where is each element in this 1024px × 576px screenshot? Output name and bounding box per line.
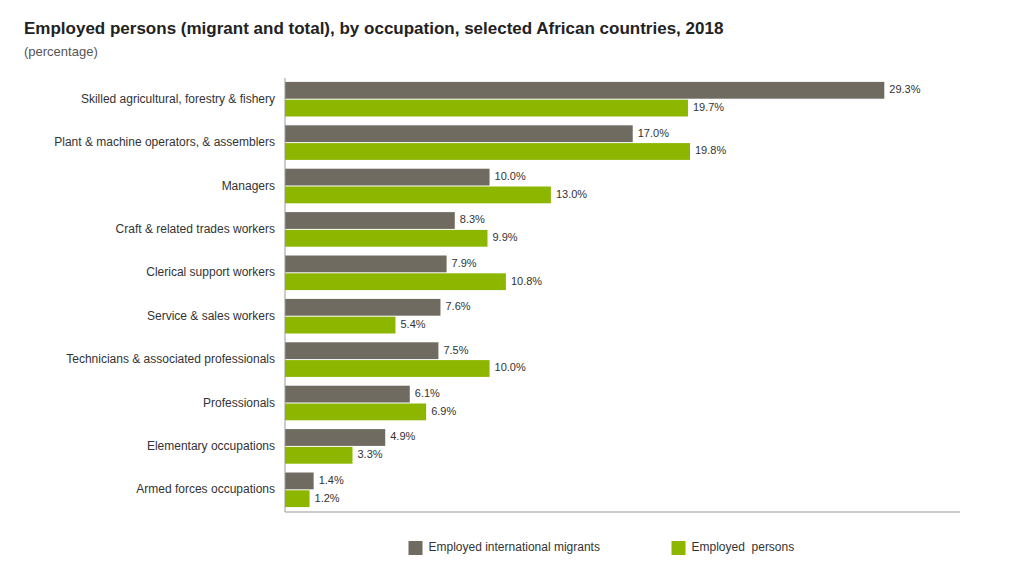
chart-svg: Employed persons (migrant and total), by… (0, 0, 1024, 576)
data-label: 4.9% (390, 430, 415, 442)
data-label: 17.0% (638, 127, 669, 139)
data-label: 10.0% (495, 361, 526, 373)
y-axis: Skilled agricultural, forestry & fishery… (54, 92, 275, 497)
chart-root: Employed persons (migrant and total), by… (0, 0, 1024, 576)
y-tick-label: Skilled agricultural, forestry & fishery (81, 92, 275, 106)
y-tick-label: Armed forces occupations (136, 482, 275, 496)
data-label: 7.5% (443, 344, 468, 356)
bar (285, 125, 633, 142)
bar (285, 386, 410, 403)
bar (285, 230, 488, 247)
bar (285, 256, 447, 273)
bar (285, 143, 690, 160)
bar (285, 360, 490, 377)
bar (285, 473, 314, 490)
y-tick-label: Service & sales workers (147, 309, 275, 323)
data-labels: 29.3% 17.0% 10.0% 8.3% 7.9% 7.6% 7.5% 6.1% 4.9% 1… (315, 83, 921, 503)
data-label: 9.9% (493, 231, 518, 243)
bar (285, 317, 395, 334)
bar (285, 447, 353, 464)
legend-swatch (409, 541, 423, 555)
y-tick-label: Technicians & associated professionals (66, 352, 275, 366)
bar (285, 212, 455, 229)
bar (285, 187, 551, 204)
y-tick-label: Elementary occupations (147, 439, 275, 453)
x-axis-line (285, 512, 960, 513)
bar (285, 429, 385, 446)
data-label: 10.0% (495, 170, 526, 182)
bar (285, 100, 688, 117)
y-tick-label: Craft & related trades workers (116, 222, 275, 236)
data-label: 5.4% (400, 318, 425, 330)
data-label: 8.3% (460, 213, 485, 225)
data-label: 7.9% (452, 257, 477, 269)
bar (285, 342, 438, 359)
data-label: 3.3% (358, 448, 383, 460)
y-tick-label: Managers (222, 179, 275, 193)
data-label: 13.0% (556, 188, 587, 200)
bar (285, 169, 490, 186)
legend-label: Employed international migrants (429, 540, 600, 554)
data-label: 6.9% (431, 405, 456, 417)
data-label: 1.2% (315, 492, 340, 504)
data-label: 10.8% (511, 275, 542, 287)
y-tick-label: Professionals (203, 396, 275, 410)
bar (285, 273, 506, 290)
title: Employed persons (migrant and total), by… (24, 19, 723, 38)
legend-swatch (672, 541, 686, 555)
data-label: 6.1% (415, 387, 440, 399)
bar (285, 490, 310, 507)
data-label: 19.8% (695, 144, 726, 156)
y-tick-label: Clerical support workers (146, 265, 275, 279)
data-label: 19.7% (693, 101, 724, 113)
bar (285, 82, 884, 99)
y-axis-line (285, 78, 286, 512)
legend-label: Employed persons (692, 540, 795, 554)
bar (285, 404, 426, 421)
legend: Employed international migrants Employed … (409, 540, 795, 555)
y-tick-label: Plant & machine operators, & assemblers (54, 135, 275, 149)
subtitle: (percentage) (24, 44, 98, 59)
data-label: 7.6% (445, 300, 470, 312)
bar (285, 299, 440, 316)
data-label: 29.3% (889, 83, 920, 95)
bars (285, 82, 884, 507)
data-label: 1.4% (319, 474, 344, 486)
